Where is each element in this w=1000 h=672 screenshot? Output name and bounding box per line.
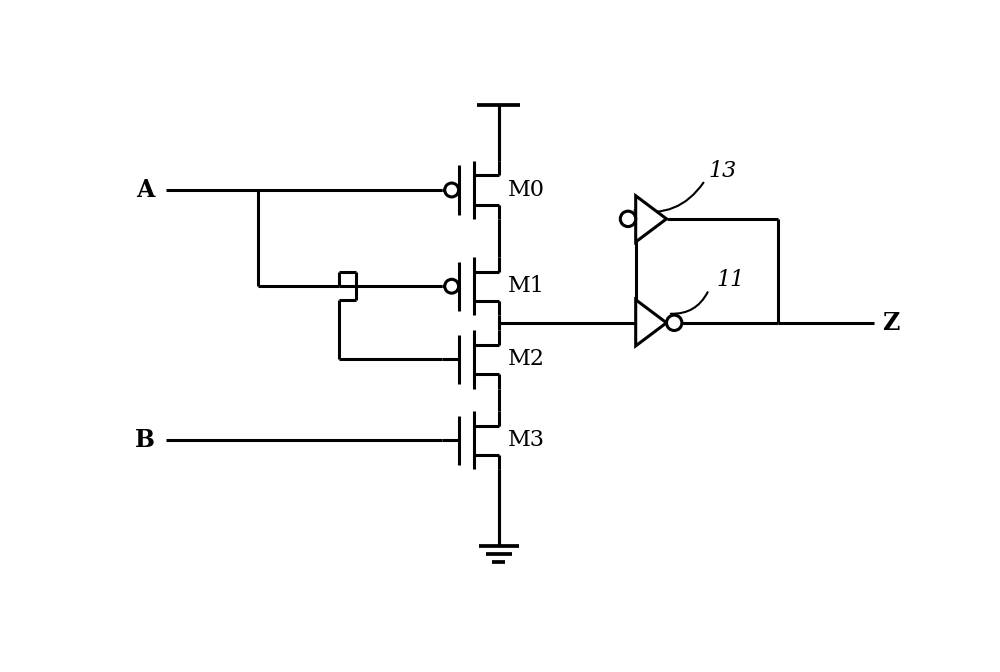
- Circle shape: [666, 315, 682, 331]
- Circle shape: [620, 211, 636, 226]
- Circle shape: [445, 183, 459, 197]
- Text: M1: M1: [508, 276, 545, 297]
- Polygon shape: [636, 196, 667, 242]
- Text: M3: M3: [508, 429, 545, 451]
- Polygon shape: [636, 300, 667, 346]
- Text: Z: Z: [882, 311, 899, 335]
- Text: M2: M2: [508, 348, 545, 370]
- Text: A: A: [136, 178, 154, 202]
- Text: 11: 11: [717, 269, 745, 292]
- Text: B: B: [135, 428, 154, 452]
- Text: 13: 13: [709, 160, 737, 182]
- Circle shape: [445, 280, 459, 293]
- Text: M0: M0: [508, 179, 545, 201]
